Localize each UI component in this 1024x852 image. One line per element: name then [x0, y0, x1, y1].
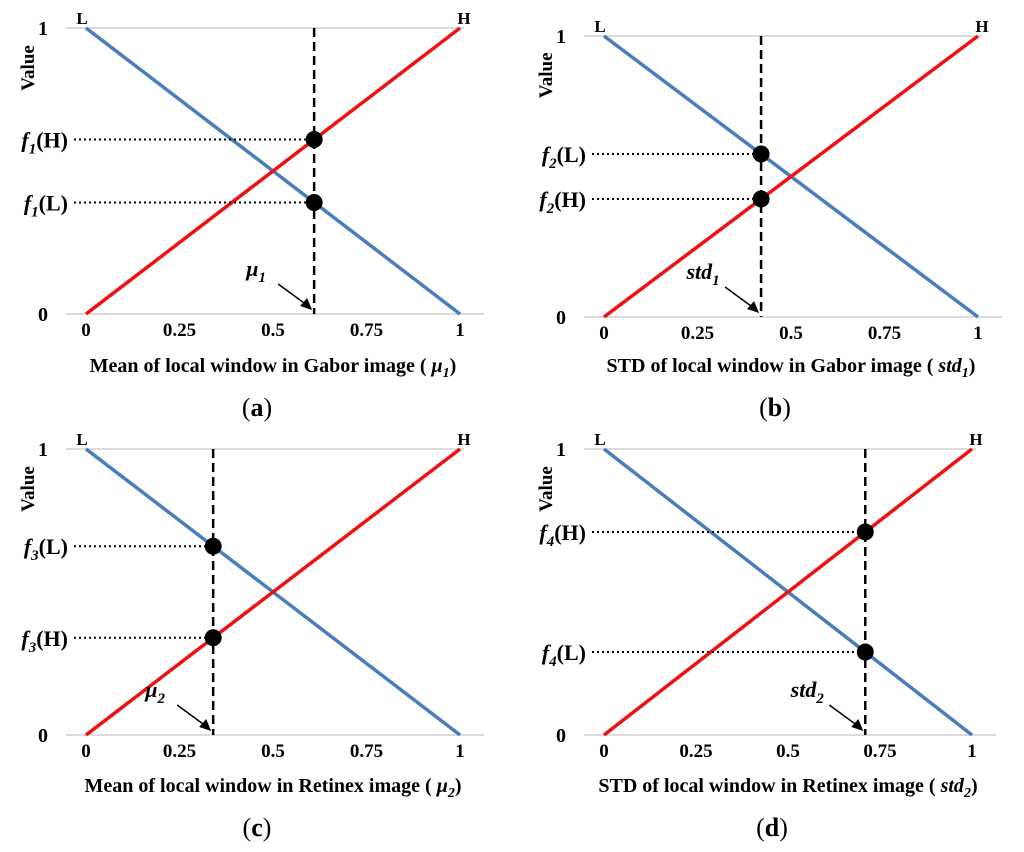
data-point [752, 145, 770, 163]
marker-arrow-shaft [828, 704, 860, 728]
line-label-low: L [76, 9, 87, 28]
marker-arrow-shaft [277, 283, 309, 307]
x-tick-label: 0.25 [681, 323, 714, 344]
marker-label: μ1 [245, 256, 266, 286]
x-tick-label: 1 [973, 323, 983, 344]
line-label-low: L [594, 430, 605, 449]
data-point [752, 190, 770, 208]
panel-label: (a) [242, 393, 272, 422]
panel-d: 0 1 0 0.25 0.5 0.75 1 Value L Hf4(H) f4(L) std2 STD … [536, 430, 996, 842]
x-tick-label: 1 [455, 320, 465, 341]
point-label: f1(L) [24, 190, 68, 220]
marker-label: std2 [790, 677, 825, 707]
series-line-high [602, 447, 974, 737]
y-axis-label: Value [18, 45, 39, 91]
x-axis-label: STD of local window in Gabor image ( std… [607, 355, 976, 381]
x-tick-label: 0.25 [163, 320, 196, 341]
point-label: f2(L) [542, 142, 586, 172]
x-tick-label: 0.25 [163, 741, 196, 762]
y-axis-label: Value [536, 52, 557, 98]
data-point [204, 629, 222, 647]
point-label: f1(H) [21, 128, 68, 158]
x-tick-label: 0.75 [350, 320, 383, 341]
point-label: f3(H) [21, 626, 68, 656]
marker-label: std1 [685, 259, 719, 289]
x-tick-label: 0.5 [779, 323, 803, 344]
y-tick-label: 0 [38, 725, 48, 747]
data-point [305, 131, 323, 149]
line-label-high: H [969, 430, 982, 449]
x-tick-label: 0 [599, 741, 609, 762]
x-tick-label: 0.5 [776, 741, 800, 762]
x-axis-label: STD of local window in Retinex image ( s… [598, 775, 977, 801]
panel-label: (d) [756, 813, 788, 842]
panel-label: (b) [759, 393, 791, 422]
line-label-high: H [457, 9, 470, 28]
marker-arrow-head [747, 301, 760, 313]
line-label-low: L [594, 17, 605, 36]
y-axis-label: Value [18, 466, 39, 512]
y-tick-label: 1 [38, 439, 48, 461]
panel-label: (c) [243, 813, 272, 842]
x-tick-label: 0.75 [868, 323, 901, 344]
y-tick-label: 1 [556, 439, 566, 461]
marker-arrow-shaft [176, 704, 208, 728]
series-line-high [602, 34, 980, 319]
series-line-high [84, 447, 462, 737]
y-tick-label: 1 [556, 26, 566, 48]
point-label: f4(L) [542, 640, 586, 670]
marker-arrow-head [199, 719, 212, 731]
marker-label: μ2 [144, 677, 165, 707]
y-tick-label: 0 [38, 304, 48, 326]
marker-arrow-shaft [724, 286, 756, 310]
data-point [856, 523, 874, 541]
y-tick-label: 1 [38, 18, 48, 40]
panel-b: 0 1 0 0.25 0.5 0.75 1 Value L Hf2(L) f2(H) std1 STD … [536, 17, 1002, 422]
marker-arrow-head [300, 298, 313, 310]
y-axis-label: Value [536, 466, 557, 512]
x-tick-label: 0 [81, 320, 91, 341]
panel-a: 0 1 0 0.25 0.5 0.75 1 Value L Hf1(H) f1(L) μ1 Mean o… [18, 9, 484, 422]
x-tick-label: 0.75 [350, 741, 383, 762]
line-label-high: H [975, 17, 988, 36]
data-point [204, 537, 222, 555]
data-point [305, 193, 323, 211]
x-tick-label: 0.25 [679, 741, 712, 762]
y-tick-label: 0 [556, 307, 566, 329]
x-tick-label: 0.75 [863, 741, 896, 762]
line-label-low: L [76, 430, 87, 449]
x-tick-label: 0 [599, 323, 609, 344]
point-label: f2(H) [539, 187, 586, 217]
x-tick-label: 0.5 [261, 320, 285, 341]
x-tick-label: 0.5 [261, 741, 285, 762]
y-tick-label: 0 [556, 725, 566, 747]
point-label: f3(L) [24, 534, 68, 564]
marker-arrow-head [851, 719, 864, 731]
point-label: f4(H) [539, 520, 586, 550]
x-axis-label: Mean of local window in Retinex image ( … [85, 775, 462, 801]
line-label-high: H [457, 430, 470, 449]
x-tick-label: 1 [967, 741, 977, 762]
panel-c: 0 1 0 0.25 0.5 0.75 1 Value L Hf3(L) f3(H) μ2 Mean o… [18, 430, 484, 842]
series-line-high [84, 26, 462, 316]
x-axis-label: Mean of local window in Gabor image ( μ1… [90, 355, 457, 381]
x-tick-label: 1 [455, 741, 465, 762]
x-tick-label: 0 [81, 741, 91, 762]
data-point [856, 643, 874, 661]
